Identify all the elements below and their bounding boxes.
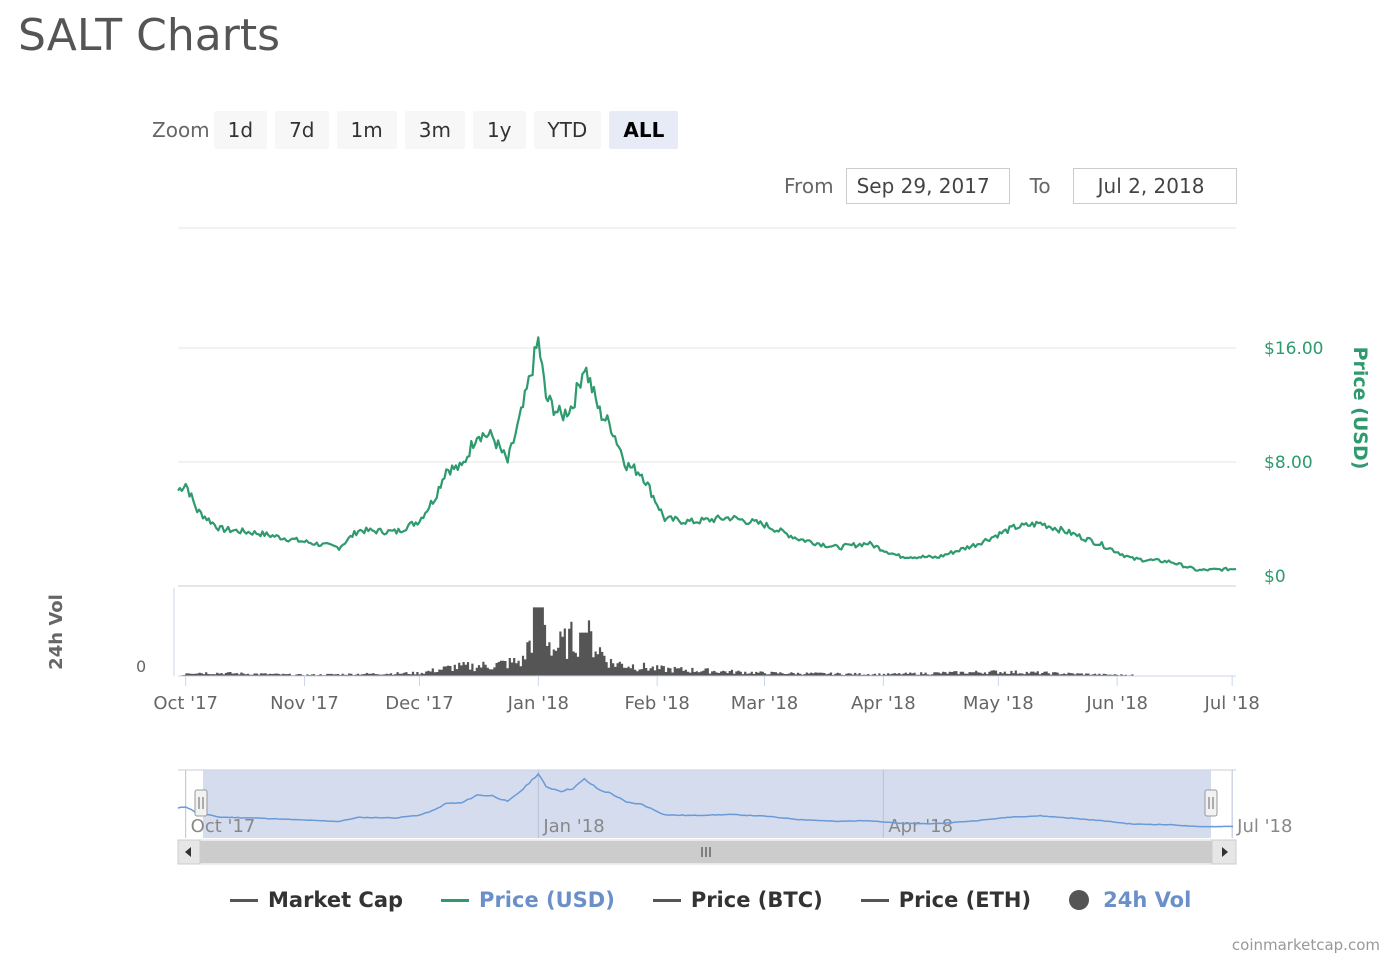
x-tick-label: Jun '18 [1085, 693, 1148, 714]
legend-line-icon [652, 898, 681, 902]
zoom-7d-button[interactable]: 7d [275, 111, 329, 149]
y-axis-title: Price (USD) [1349, 347, 1371, 470]
x-tick-label: Jan '18 [507, 693, 569, 714]
x-tick-label: Feb '18 [624, 693, 689, 714]
legend-line-icon [230, 898, 258, 902]
navigator-left-handle[interactable] [194, 789, 208, 817]
legend-dot-icon [1069, 890, 1090, 910]
zoom-3m-button[interactable]: 3m [404, 111, 465, 149]
zoom-all-button[interactable]: ALL [609, 111, 679, 149]
zoom-controls: Zoom 1d 7d 1m 3m 1y YTD ALL [152, 111, 686, 149]
y-tick-label: $16.00 [1264, 339, 1323, 359]
legend-label: Price (BTC) [690, 888, 823, 912]
y-tick-label: $0 [1264, 567, 1286, 587]
zoom-1y-button[interactable]: 1y [472, 111, 526, 149]
zoom-ytd-button[interactable]: YTD [533, 111, 602, 149]
x-tick-label: Mar '18 [731, 693, 799, 714]
from-date-input[interactable]: Sep 29, 2017 [845, 168, 1010, 204]
navigator-right-handle[interactable] [1204, 789, 1218, 817]
navigator-series-line [177, 772, 1234, 828]
navigator-tick-label: Apr '18 [888, 816, 953, 837]
x-tick-label: Apr '18 [851, 693, 916, 714]
zoom-label: Zoom [152, 118, 210, 142]
from-label: From [784, 174, 834, 198]
legend-price-eth[interactable]: Price (ETH) [860, 888, 1032, 912]
navigator-tick-label: Jan '18 [542, 816, 604, 837]
x-tick-label: Dec '17 [385, 693, 453, 714]
volume-axis-title: 24h Vol [46, 594, 67, 670]
legend-price-usd[interactable]: Price (USD) [441, 888, 615, 912]
credit-link[interactable]: coinmarketcap.com [1231, 936, 1380, 954]
x-tick-label: Nov '17 [270, 693, 339, 714]
volume-tick-label: 0 [136, 657, 146, 676]
x-tick-label: May '18 [963, 693, 1034, 714]
x-tick-label: Oct '17 [153, 693, 218, 714]
scroll-left-arrow-icon [185, 847, 191, 857]
price-chart: $0 $8.00 $16.00 Price (USD) 24h Vol 0 Oct '17 N… [46, 227, 1371, 865]
chart-legend: Market Cap Price (USD) Price (BTC) Price… [230, 888, 1229, 912]
navigator-tick-label: Jul '18 [1236, 816, 1292, 837]
navigator-tick-label: Oct '17 [191, 816, 256, 837]
page-title: SALT Charts [18, 10, 281, 61]
legend-label: Price (ETH) [898, 888, 1032, 912]
date-range: From Sep 29, 2017 To Jul 2, 2018 [784, 168, 1237, 204]
legend-label: Price (USD) [479, 888, 615, 912]
y-tick-label: $8.00 [1264, 453, 1313, 473]
legend-market-cap[interactable]: Market Cap [230, 888, 403, 912]
x-tick-label: Jul '18 [1204, 693, 1260, 714]
to-date-input[interactable]: Jul 2, 2018 [1072, 168, 1237, 204]
to-label: To [1029, 174, 1051, 198]
legend-line-icon [441, 898, 470, 902]
price-usd-series-line [177, 336, 1237, 572]
legend-24h-vol[interactable]: 24h Vol [1069, 888, 1191, 912]
legend-label: 24h Vol [1103, 888, 1192, 912]
legend-line-icon [860, 898, 889, 902]
zoom-1d-button[interactable]: 1d [213, 111, 268, 149]
legend-price-btc[interactable]: Price (BTC) [652, 888, 823, 912]
navigator-selection[interactable] [203, 770, 1211, 838]
legend-label: Market Cap [268, 888, 404, 912]
scroll-right-arrow-icon [1222, 847, 1228, 857]
volume-bars [180, 607, 1134, 676]
zoom-1m-button[interactable]: 1m [336, 111, 397, 149]
